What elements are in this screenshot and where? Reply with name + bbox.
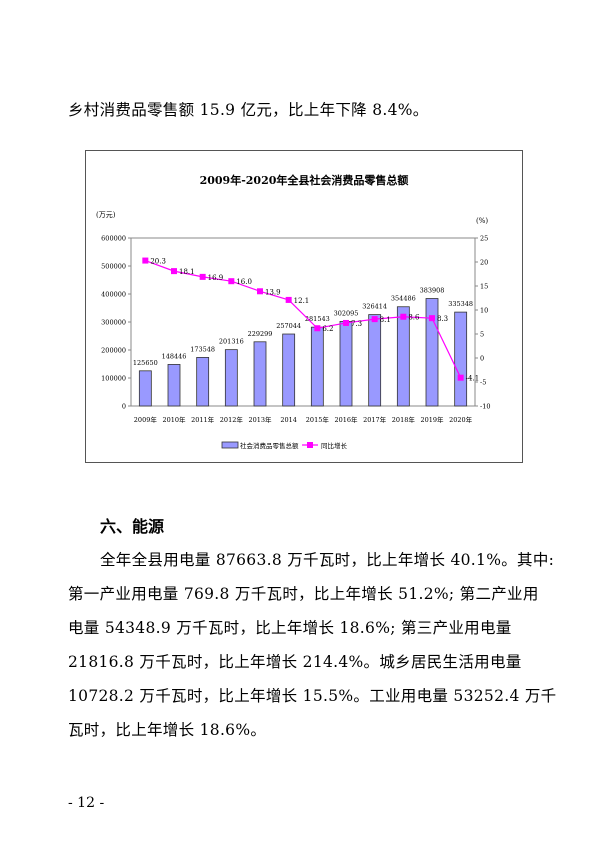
bar <box>224 349 238 407</box>
growth-value-label: 12.1 <box>294 297 310 305</box>
retail-sales-chart: 2009年-2020年全县社会消费品零售总额 (万元) (%) 0 100000 2000… <box>85 150 523 463</box>
growth-marker <box>199 273 206 280</box>
paragraph-line: 10728.2 万千瓦时，比上年增长 15.5%。工业用电量 53252.4 万… <box>68 687 557 705</box>
growth-marker <box>429 315 435 322</box>
bar <box>339 321 353 407</box>
bar-value-label: 173548 <box>190 345 215 353</box>
x-tick-label: 2014 <box>280 416 297 424</box>
intro-text: 乡村消费品零售额 15.9 亿元，比上年下降 8.4%。 <box>68 101 429 119</box>
growth-marker <box>371 316 378 323</box>
right-axis-unit: (%) <box>476 217 488 225</box>
bar-value-label: 125650 <box>133 359 158 367</box>
right-tick-label: 25 <box>480 235 488 243</box>
x-tick-label: 2016年 <box>334 415 358 424</box>
legend-line-label: 同比增长 <box>321 441 348 450</box>
growth-value-label: 8.3 <box>437 315 448 323</box>
bar <box>396 306 410 407</box>
growth-value-label: 7.3 <box>351 320 362 328</box>
growth-value-label: 6.2 <box>322 325 333 333</box>
left-tick-label: 100000 <box>101 375 126 383</box>
paragraph-line: 第一产业用电量 769.8 万千瓦时，比上年增长 51.2%; 第二产业用 <box>68 585 539 603</box>
growth-marker <box>228 278 235 285</box>
x-tick-label: 2011年 <box>191 415 215 424</box>
growth-marker <box>400 313 407 320</box>
growth-value-label: 16.0 <box>236 278 252 286</box>
bar <box>368 314 382 407</box>
x-tick-label: 2010年 <box>162 415 186 424</box>
legend-bar-label: 社会消费品零售总额 <box>240 441 299 450</box>
right-tick-label: 10 <box>480 307 488 315</box>
right-tick-label: 15 <box>480 283 488 291</box>
bar <box>138 370 152 407</box>
left-tick-label: 0 <box>122 403 126 411</box>
bar-value-label: 335348 <box>448 300 473 308</box>
right-tick-label: 5 <box>480 331 484 339</box>
bar-value-label: 257044 <box>276 322 301 330</box>
left-axis-unit: (万元) <box>96 211 116 219</box>
bar <box>454 311 468 407</box>
section-heading: 六、能源 <box>100 517 165 536</box>
left-tick-label: 400000 <box>101 291 126 299</box>
growth-marker <box>171 268 177 275</box>
growth-value-label: 16.9 <box>208 274 224 282</box>
growth-value-label: 13.9 <box>265 288 281 296</box>
growth-marker <box>343 319 349 326</box>
bar <box>167 364 181 407</box>
x-tick-label: 2019年 <box>420 415 444 424</box>
bar-value-label: 148446 <box>162 352 187 360</box>
bar-value-label: 281543 <box>305 315 330 323</box>
x-tick-label: 2020年 <box>449 415 473 424</box>
bar-value-label: 326414 <box>362 303 387 311</box>
x-tick-label: 2018年 <box>392 415 416 424</box>
chart-title: 2009年-2020年全县社会消费品零售总额 <box>200 173 409 187</box>
bar <box>310 326 324 407</box>
growth-marker <box>285 296 292 303</box>
paragraph-line: 全年全县用电量 87663.8 万千瓦时，比上年增长 40.1%。其中: <box>100 551 555 569</box>
x-tick-label: 2012年 <box>220 415 244 424</box>
legend-bar-swatch <box>221 441 239 449</box>
growth-marker <box>257 288 263 295</box>
growth-value-label: 8.1 <box>380 316 391 324</box>
left-tick-label: 200000 <box>101 347 126 355</box>
x-tick-label: 2015年 <box>306 415 330 424</box>
bar <box>253 341 267 407</box>
x-tick-label: 2009年 <box>134 415 158 424</box>
bar-value-label: 383908 <box>420 287 445 295</box>
growth-marker <box>457 374 464 381</box>
growth-marker <box>314 325 321 332</box>
growth-value-label: 20.3 <box>150 258 166 266</box>
bar-value-label: 229299 <box>248 330 273 338</box>
x-tick-label: 2013年 <box>248 415 272 424</box>
paragraph-line: 瓦时，比上年增长 18.6%。 <box>68 721 267 739</box>
plot-area <box>130 237 476 407</box>
right-tick-label: -10 <box>480 403 490 411</box>
growth-line <box>145 259 462 378</box>
bar-value-label: 201316 <box>219 338 244 346</box>
bar <box>196 357 210 407</box>
right-tick-label: 0 <box>480 355 484 363</box>
left-tick-label: 300000 <box>101 319 126 327</box>
growth-marker <box>142 257 149 264</box>
growth-value-label: 8.6 <box>408 314 420 322</box>
bar-value-label: 354486 <box>391 295 416 303</box>
chart-svg: 2009年-2020年全县社会消费品零售总额 (万元) (%) 0 100000 2000… <box>96 173 490 450</box>
paragraph-line: 21816.8 万千瓦时，比上年增长 214.4%。城乡居民生活用电量 <box>68 653 522 671</box>
left-tick-label: 500000 <box>101 263 126 271</box>
page-number: - 12 - <box>68 795 105 811</box>
paragraph-line: 电量 54348.9 万千瓦时，比上年增长 18.6%; 第三产业用电量 <box>68 619 512 637</box>
right-tick-label: 20 <box>480 259 488 267</box>
bar-value-label: 302095 <box>334 309 359 317</box>
growth-value-label: 18.1 <box>179 268 195 276</box>
growth-value-label: -4.1 <box>466 375 480 383</box>
right-tick-label: -5 <box>480 379 486 387</box>
bar <box>282 333 296 407</box>
legend-line-marker <box>307 442 313 448</box>
x-tick-label: 2017年 <box>363 415 387 424</box>
left-tick-label: 600000 <box>101 235 126 243</box>
